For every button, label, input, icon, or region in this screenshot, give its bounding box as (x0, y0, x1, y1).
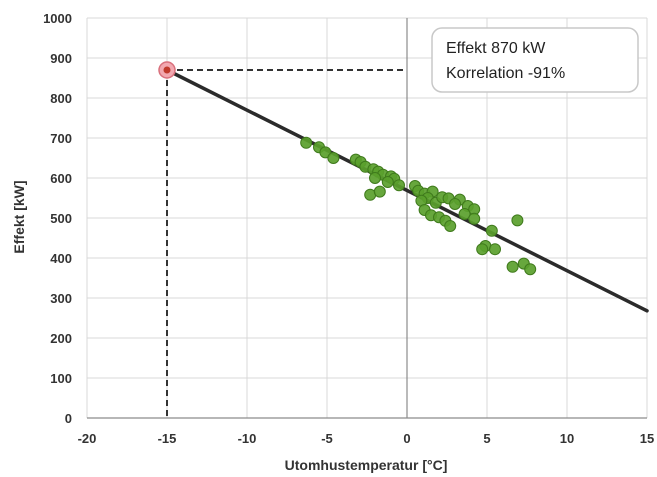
annotation-box-frame (431, 27, 639, 93)
y-tick-label: 0 (65, 411, 72, 426)
data-points (300, 136, 537, 276)
trendline-line (165, 68, 649, 313)
guide-lines (166, 69, 407, 418)
highlight-point (158, 61, 176, 79)
y-tick-label: 1000 (43, 11, 72, 26)
zero-axis-line (87, 18, 647, 419)
data-point (300, 136, 313, 149)
y-tick-label: 300 (50, 291, 72, 306)
y-axis-title: Effekt [kW] (11, 180, 27, 253)
data-point (511, 214, 524, 227)
x-tick-label: 10 (560, 431, 574, 446)
y-tick-label: 400 (50, 251, 72, 266)
trendline (165, 68, 649, 313)
x-tick-label: 15 (640, 431, 654, 446)
data-point (524, 263, 537, 276)
y-tick-label: 800 (50, 91, 72, 106)
y-tick-label: 600 (50, 171, 72, 186)
data-point (393, 179, 405, 192)
data-point (506, 260, 519, 273)
data-point (327, 152, 340, 164)
annotation-box: Effekt 870 kW Korrelation -91% (431, 27, 639, 93)
data-point (468, 212, 481, 225)
data-point (369, 172, 381, 184)
data-point (444, 220, 457, 232)
data-point (381, 176, 394, 188)
y-tick-label: 700 (50, 131, 72, 146)
data-point (449, 198, 461, 210)
x-axis-title: Utomhustemperatur [°C] (285, 457, 448, 473)
y-tick-label: 900 (50, 51, 72, 66)
x-tick-label: -10 (238, 431, 257, 446)
y-tick-labels: 0 100 200 300 400 500 600 700 800 900 1000 (43, 11, 72, 426)
x-tick-label: -20 (78, 431, 97, 446)
x-tick-labels: -20 -15 -10 -5 0 5 10 15 (78, 431, 655, 446)
y-tick-label: 200 (50, 331, 72, 346)
data-point (458, 208, 471, 220)
x-tick-label: -15 (158, 431, 177, 446)
annotation-line-1: Effekt 870 kW (446, 40, 546, 57)
y-tick-label: 500 (50, 211, 72, 226)
x-tick-label: 0 (403, 431, 410, 446)
data-point (489, 243, 501, 256)
data-point (476, 243, 489, 256)
annotation-line-2: Korrelation -91% (446, 65, 565, 82)
x-tick-label: -5 (321, 431, 333, 446)
highlight-marker-core (163, 66, 171, 74)
data-point (485, 224, 498, 237)
data-point (373, 185, 386, 198)
x-tick-label: 5 (483, 431, 490, 446)
y-tick-label: 100 (50, 371, 72, 386)
